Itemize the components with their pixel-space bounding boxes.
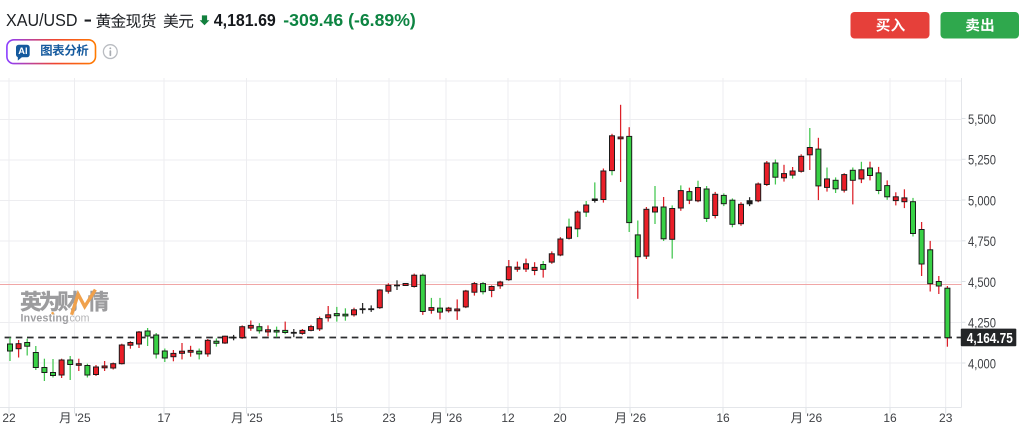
svg-text:22: 22 — [2, 411, 16, 425]
svg-text:5,500: 5,500 — [968, 112, 996, 127]
svg-text:AI: AI — [18, 46, 27, 56]
svg-text:4,500: 4,500 — [968, 275, 996, 290]
svg-text:17: 17 — [157, 411, 171, 425]
svg-text:12: 12 — [501, 411, 515, 425]
svg-text:'26: '26 — [447, 411, 463, 425]
svg-text:23: 23 — [939, 411, 953, 425]
svg-text:'26: '26 — [807, 411, 823, 425]
svg-text:5,250: 5,250 — [968, 153, 996, 168]
svg-text:5,000: 5,000 — [968, 193, 996, 208]
svg-text:'26: '26 — [631, 411, 647, 425]
svg-text:16: 16 — [883, 411, 897, 425]
svg-text:15: 15 — [330, 411, 344, 425]
svg-text:20: 20 — [553, 411, 567, 425]
svg-text:23: 23 — [382, 411, 396, 425]
svg-text:'25: '25 — [75, 411, 91, 425]
svg-text:16: 16 — [716, 411, 730, 425]
svg-text:4,250: 4,250 — [968, 316, 996, 331]
svg-text:XAU/USD: XAU/USD — [6, 10, 78, 30]
svg-text:4,000: 4,000 — [968, 356, 996, 371]
svg-text:'25: '25 — [247, 411, 263, 425]
svg-text:.com: .com — [67, 313, 90, 325]
svg-text:-309.46 (-6.89%): -309.46 (-6.89%) — [283, 10, 416, 30]
svg-text:4,750: 4,750 — [968, 234, 996, 249]
svg-text:Investing: Investing — [21, 313, 69, 325]
svg-text:4,164.75: 4,164.75 — [967, 330, 1013, 347]
svg-text:4,181.69: 4,181.69 — [214, 10, 276, 30]
